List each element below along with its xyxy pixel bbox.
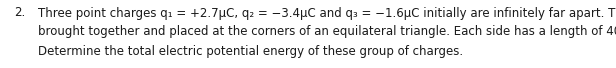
Text: brought together and placed at the corners of an equilateral triangle. Each side: brought together and placed at the corne… <box>38 26 616 38</box>
Text: Determine the total electric potential energy of these group of charges.: Determine the total electric potential e… <box>38 44 463 58</box>
Text: Three point charges q₁ = +2.7μC, q₂ = −3.4μC and q₃ = −1.6μC initially are infin: Three point charges q₁ = +2.7μC, q₂ = −3… <box>38 7 616 20</box>
Text: 2.: 2. <box>14 7 25 20</box>
